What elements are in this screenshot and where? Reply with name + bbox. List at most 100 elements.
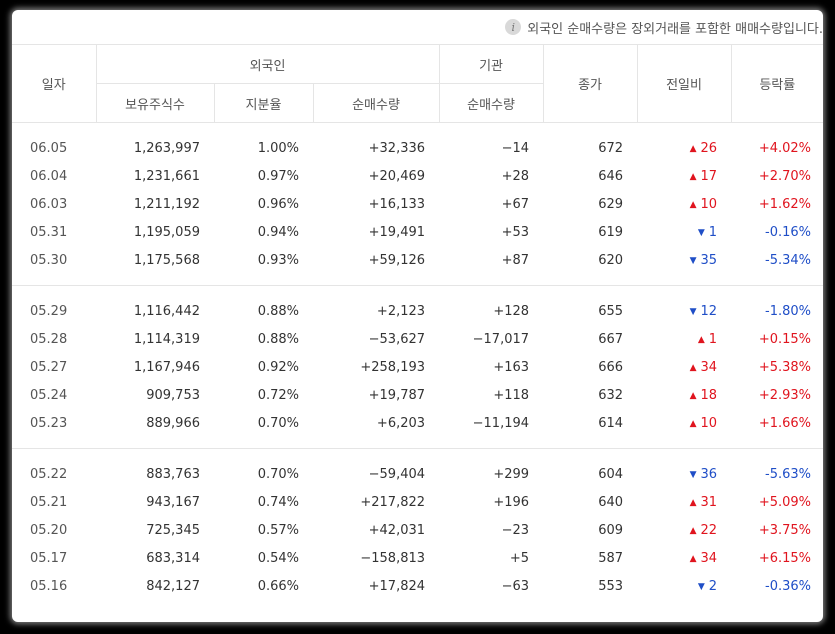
header-institution: 기관 — [438, 44, 544, 84]
cell-foreign-net: +6,203 — [376, 415, 426, 431]
cell-foreign-net: +17,824 — [368, 578, 426, 594]
cell-rate: -5.63% — [765, 466, 812, 482]
cell-ratio: 0.54% — [257, 550, 299, 566]
cell-foreign-net: +16,133 — [368, 196, 426, 212]
cell-ratio: 0.74% — [257, 494, 299, 510]
cell-holdings: 1,263,997 — [133, 140, 200, 156]
cell-close: 646 — [598, 168, 624, 184]
cell-rate: +0.15% — [758, 331, 812, 347]
row-spacer — [12, 286, 823, 298]
cell-ratio: 0.72% — [257, 387, 299, 403]
cell-date: 05.17 — [30, 550, 68, 566]
cell-close: 666 — [598, 359, 624, 375]
table-row: 06.03 1,211,192 0.96% +16,133 +67 629 ▲ 10 +1.62… — [12, 190, 823, 218]
cell-rate: -0.16% — [765, 224, 812, 240]
cell-holdings: 842,127 — [146, 578, 200, 594]
cell-change: ▲ 22 — [637, 516, 731, 544]
cell-ratio: 0.88% — [257, 331, 299, 347]
cell-foreign-net: +19,787 — [368, 387, 426, 403]
cell-foreign-net: +258,193 — [360, 359, 426, 375]
cell-holdings: 725,345 — [146, 522, 200, 538]
group-divider — [12, 274, 823, 286]
cell-ratio: 0.97% — [257, 168, 299, 184]
cell-foreign-net: +217,822 — [360, 494, 426, 510]
cell-close: 604 — [598, 466, 624, 482]
cell-change: ▲ 10 — [637, 190, 731, 218]
cell-institution-net: +53 — [501, 224, 530, 240]
cell-institution-net: +5 — [509, 550, 530, 566]
triangle-up-icon: ▲ — [689, 171, 697, 182]
cell-date: 05.29 — [30, 303, 68, 319]
table-row: 05.21 943,167 0.74% +217,822 +196 640 ▲ 31 +5.09… — [12, 488, 823, 516]
cell-institution-net: −14 — [501, 140, 530, 156]
table-row: 05.22 883,763 0.70% −59,404 +299 604 ▼ 36 -5.63% — [12, 460, 823, 488]
header-holdings: 보유주식수 — [96, 83, 215, 123]
cell-change: ▲ 1 — [637, 325, 731, 353]
cell-ratio: 0.57% — [257, 522, 299, 538]
cell-foreign-net: −158,813 — [360, 550, 426, 566]
cell-ratio: 0.66% — [257, 578, 299, 594]
cell-foreign-net: +32,336 — [368, 140, 426, 156]
triangle-up-icon: ▲ — [689, 390, 697, 401]
trading-table: 일자 외국인 기관 종가 전일비 등락률 보유주식수 지분율 순매수량 순매수량… — [12, 44, 823, 611]
header-institution-net: 순매수량 — [438, 83, 544, 123]
cell-institution-net: −23 — [501, 522, 530, 538]
cell-institution-net: +118 — [493, 387, 530, 403]
cell-date: 06.04 — [30, 168, 68, 184]
cell-ratio: 0.93% — [257, 252, 299, 268]
row-spacer — [12, 123, 823, 135]
cell-close: 655 — [598, 303, 624, 319]
cell-change: ▼ 1 — [637, 218, 731, 246]
cell-close: 609 — [598, 522, 624, 538]
cell-date: 05.22 — [30, 466, 68, 482]
cell-date: 05.31 — [30, 224, 68, 240]
cell-ratio: 0.94% — [257, 224, 299, 240]
triangle-down-icon: ▼ — [697, 581, 705, 592]
cell-rate: +6.15% — [758, 550, 812, 566]
table-row: 05.27 1,167,946 0.92% +258,193 +163 666 ▲ 34 +5.… — [12, 353, 823, 381]
cell-ratio: 0.70% — [257, 415, 299, 431]
cell-institution-net: +28 — [501, 168, 530, 184]
cell-institution-net: +87 — [501, 252, 530, 268]
change-value: 34 — [700, 550, 718, 566]
cell-change: ▲ 34 — [637, 353, 731, 381]
cell-rate: -0.36% — [765, 578, 812, 594]
cell-foreign-net: +20,469 — [368, 168, 426, 184]
cell-rate: +3.75% — [758, 522, 812, 538]
cell-date: 05.30 — [30, 252, 68, 268]
cell-close: 672 — [598, 140, 624, 156]
triangle-up-icon: ▲ — [689, 553, 697, 564]
cell-foreign-net: +59,126 — [368, 252, 426, 268]
cell-holdings: 909,753 — [146, 387, 200, 403]
info-icon[interactable]: i — [505, 19, 522, 35]
cell-institution-net: +299 — [493, 466, 530, 482]
cell-ratio: 0.88% — [257, 303, 299, 319]
change-value: 34 — [700, 359, 718, 375]
table-row: 05.28 1,114,319 0.88% −53,627 −17,017 667 ▲ 1 +0… — [12, 325, 823, 353]
cell-close: 667 — [598, 331, 624, 347]
group-divider — [12, 600, 823, 611]
cell-rate: +5.38% — [758, 359, 812, 375]
cell-change: ▼ 12 — [637, 297, 731, 325]
triangle-up-icon: ▲ — [697, 334, 705, 345]
cell-date: 05.23 — [30, 415, 68, 431]
triangle-up-icon: ▲ — [689, 199, 697, 210]
cell-holdings: 1,167,946 — [133, 359, 200, 375]
triangle-up-icon: ▲ — [689, 525, 697, 536]
triangle-down-icon: ▼ — [689, 255, 697, 266]
table-row: 05.16 842,127 0.66% +17,824 −63 553 ▼ 2 -0.36% — [12, 572, 823, 600]
cell-rate: +1.66% — [758, 415, 812, 431]
table-body: 06.05 1,263,997 1.00% +32,336 −14 672 ▲ 26 +4.02… — [12, 123, 823, 612]
table-row: 05.30 1,175,568 0.93% +59,126 +87 620 ▼ 35 -5.34… — [12, 246, 823, 274]
cell-close: 553 — [598, 578, 624, 594]
cell-rate: -5.34% — [765, 252, 812, 268]
investor-trading-panel: i 외국인 순매수량은 장외거래를 포함한 매매수량입니다. 일자 외국인 기관… — [12, 10, 823, 622]
table-header: 일자 외국인 기관 종가 전일비 등락률 보유주식수 지분율 순매수량 순매수량 — [12, 44, 823, 123]
table-row: 05.20 725,345 0.57% +42,031 −23 609 ▲ 22 +3.75% — [12, 516, 823, 544]
table-row: 05.24 909,753 0.72% +19,787 +118 632 ▲ 18 +2.93% — [12, 381, 823, 409]
header-change: 전일비 — [636, 44, 732, 123]
change-value: 22 — [700, 522, 718, 538]
change-value: 1 — [708, 331, 718, 347]
triangle-up-icon: ▲ — [689, 418, 697, 429]
cell-change: ▲ 10 — [637, 409, 731, 437]
